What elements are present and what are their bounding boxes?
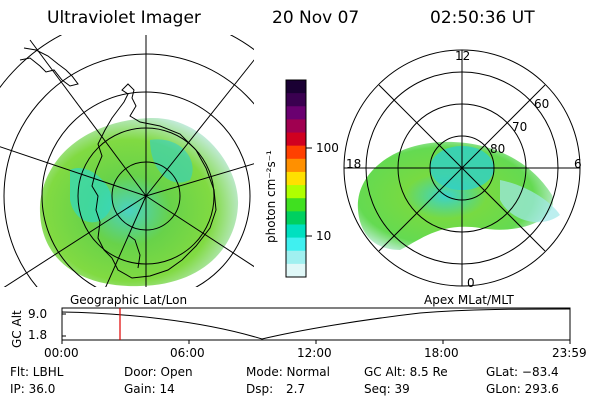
colorbar-band xyxy=(286,106,306,120)
dsp-label: Dsp: xyxy=(246,382,274,396)
magnetic-polar-plot xyxy=(343,49,581,287)
timeline-ylabel: GC Alt xyxy=(10,310,24,348)
right-panel-caption: Apex MLat/MLT xyxy=(424,293,514,307)
colorbar-band xyxy=(286,198,306,212)
mlt-label-18: 18 xyxy=(346,157,362,171)
colorbar-band xyxy=(286,250,306,265)
colorbar-band xyxy=(286,237,306,252)
geographic-latitude: GLat: −83.4 xyxy=(486,365,559,379)
mlt-label-12: 12 xyxy=(455,49,471,63)
colorbar-band xyxy=(286,119,306,134)
gc-altitude: GC Alt: 8.5 Re xyxy=(364,365,448,379)
dsp-value: 2.7 xyxy=(286,382,306,396)
colorbar-unit-label: photon cm⁻²s⁻¹ xyxy=(264,150,278,243)
ip-status: IP: 36.0 xyxy=(10,382,56,396)
gain-status: Gain: 14 xyxy=(124,382,175,396)
colorbar-band xyxy=(286,263,306,278)
mlt-label-6: 6 xyxy=(574,157,582,171)
colorbar xyxy=(285,79,312,278)
colorbar-tick-100: 100 xyxy=(316,141,339,155)
instrument-title: Ultraviolet Imager xyxy=(47,8,201,28)
timeline-ytick-high: 9.0 xyxy=(28,307,48,321)
mlat-label-60: 60 xyxy=(534,97,550,111)
sequence-number: Seq: 39 xyxy=(364,382,410,396)
colorbar-band xyxy=(286,132,306,147)
colorbar-band xyxy=(286,93,306,107)
mlat-label-70: 70 xyxy=(512,120,528,134)
coastline xyxy=(91,83,217,279)
mlat-label-80: 80 xyxy=(490,142,506,156)
colorbar-tick-10: 10 xyxy=(316,229,332,243)
colorbar-band xyxy=(286,80,306,94)
timeline-xtick-3: 18:00 xyxy=(424,346,459,360)
altitude-curve xyxy=(61,308,571,340)
left-panel-caption: Geographic Lat/Lon xyxy=(70,293,188,307)
observation-date: 20 Nov 07 xyxy=(272,8,360,28)
door-status: Door: Open xyxy=(124,365,193,379)
mode-status: Mode: Normal xyxy=(246,365,330,379)
timeline-xtick-4: 23:59 xyxy=(552,346,587,360)
observation-time: 02:50:36 UT xyxy=(430,8,535,28)
colorbar-band xyxy=(286,185,306,199)
colorbar-band xyxy=(286,211,306,225)
colorbar-band xyxy=(286,145,306,160)
colorbar-band xyxy=(286,158,306,173)
mlt-label-0: 0 xyxy=(467,276,475,290)
geographic-map xyxy=(0,35,254,287)
geographic-longitude: GLon: 293.6 xyxy=(486,382,559,396)
altitude-timeline xyxy=(61,307,571,344)
filter-status: Flt: LBHL xyxy=(10,365,64,379)
colorbar-band xyxy=(286,171,306,186)
timeline-ytick-low: 1.8 xyxy=(28,328,48,342)
timeline-xtick-2: 12:00 xyxy=(297,346,332,360)
timeline-xtick-0: 00:00 xyxy=(44,346,79,360)
timeline-xtick-1: 06:00 xyxy=(170,346,205,360)
colorbar-band xyxy=(286,224,306,239)
